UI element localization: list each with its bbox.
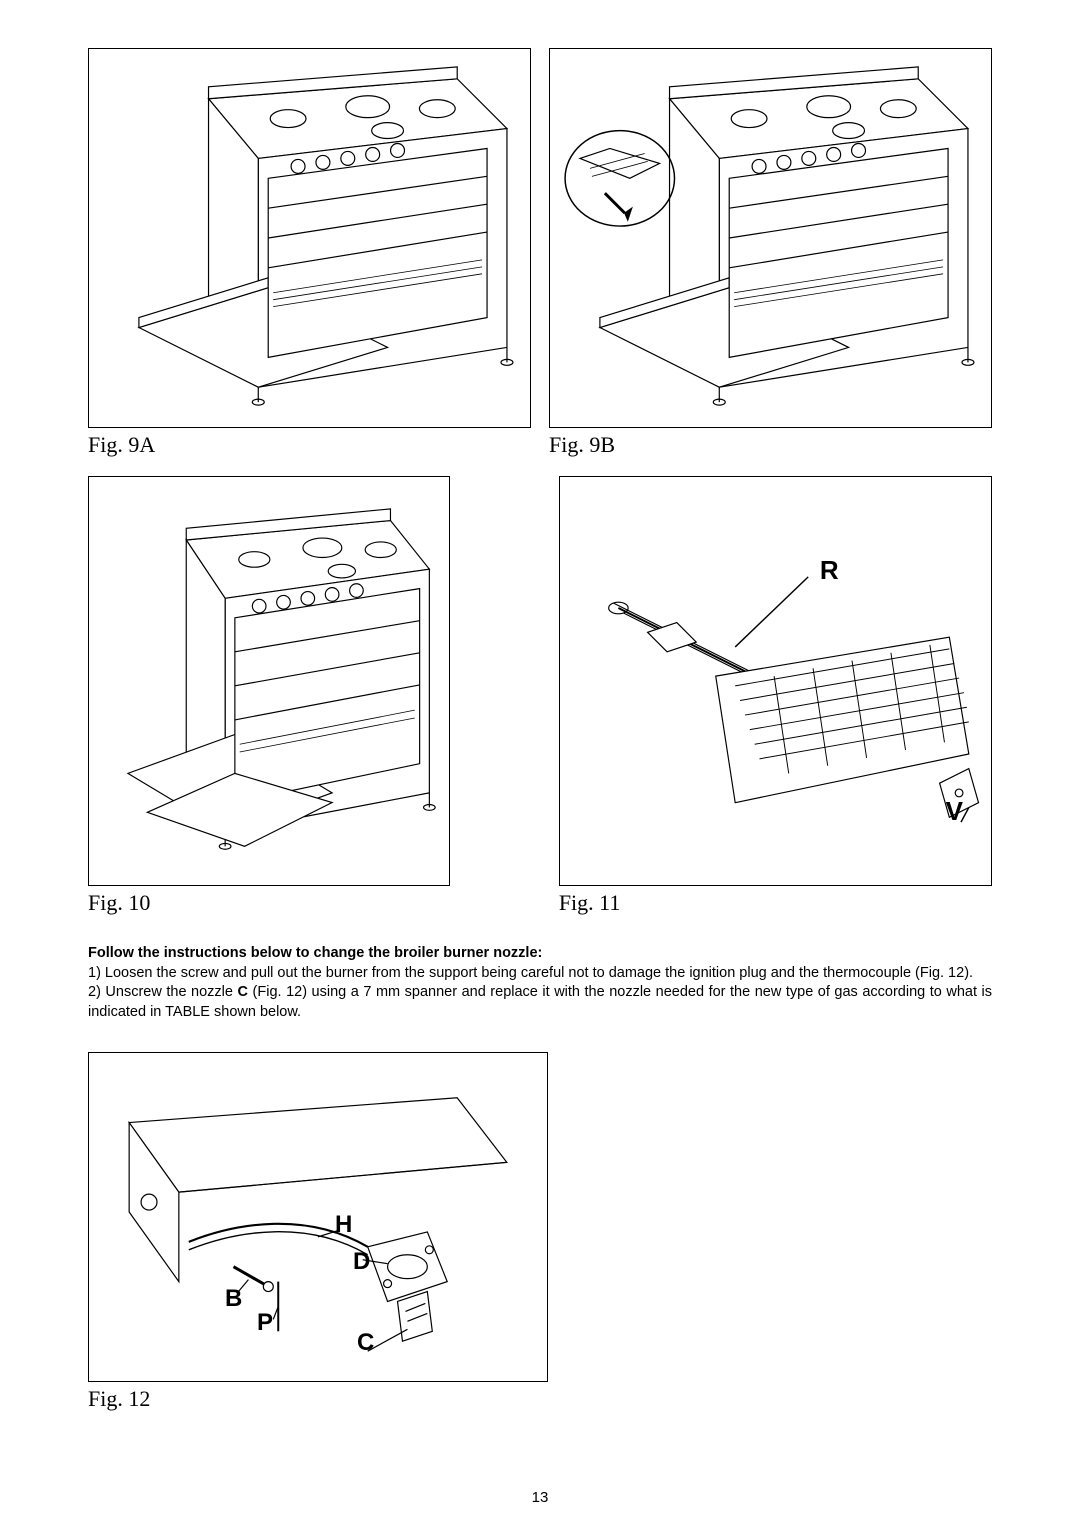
- figure-11: R V: [559, 476, 992, 886]
- nozzle-detail-drawing: [89, 1053, 547, 1381]
- caption-row-2: Fig. 10 Fig. 11: [88, 890, 992, 916]
- figure-10: [88, 476, 450, 886]
- label-H: H: [335, 1211, 352, 1239]
- fig10-caption: Fig. 10: [88, 890, 450, 916]
- label-B: B: [225, 1285, 242, 1313]
- stove-drawing-9a: [89, 49, 530, 427]
- stove-drawing-9b: [550, 49, 991, 427]
- fig11-caption: Fig. 11: [559, 890, 992, 916]
- label-D: D: [353, 1248, 370, 1276]
- instruction-line-1: 1) Loosen the screw and pull out the bur…: [88, 965, 973, 981]
- figure-12: H D B P C: [88, 1052, 548, 1382]
- fig12-caption: Fig. 12: [88, 1386, 548, 1412]
- label-R: R: [820, 555, 839, 586]
- figure-9a: [88, 48, 531, 428]
- fig9b-caption: Fig. 9B: [549, 432, 992, 458]
- label-V: V: [946, 796, 963, 827]
- nozzle-letter-C: C: [238, 984, 248, 1000]
- caption-row-1: Fig. 9A Fig. 9B: [88, 432, 992, 458]
- page-number: 13: [0, 1489, 1080, 1506]
- label-P: P: [257, 1309, 273, 1337]
- instructions-block: Follow the instructions below to change …: [88, 944, 992, 1022]
- instruction-line-2a: 2) Unscrew the nozzle: [88, 984, 238, 1000]
- figures-row-1: [88, 48, 992, 428]
- burner-assembly-drawing: [560, 477, 991, 885]
- fig12-wrap: H D B P C Fig. 12: [88, 1052, 992, 1412]
- label-C: C: [357, 1329, 374, 1357]
- figure-9b: [549, 48, 992, 428]
- stove-drawing-10: [89, 477, 449, 885]
- instructions-heading: Follow the instructions below to change …: [88, 945, 542, 961]
- figures-row-2: R V: [88, 476, 992, 886]
- fig9a-caption: Fig. 9A: [88, 432, 531, 458]
